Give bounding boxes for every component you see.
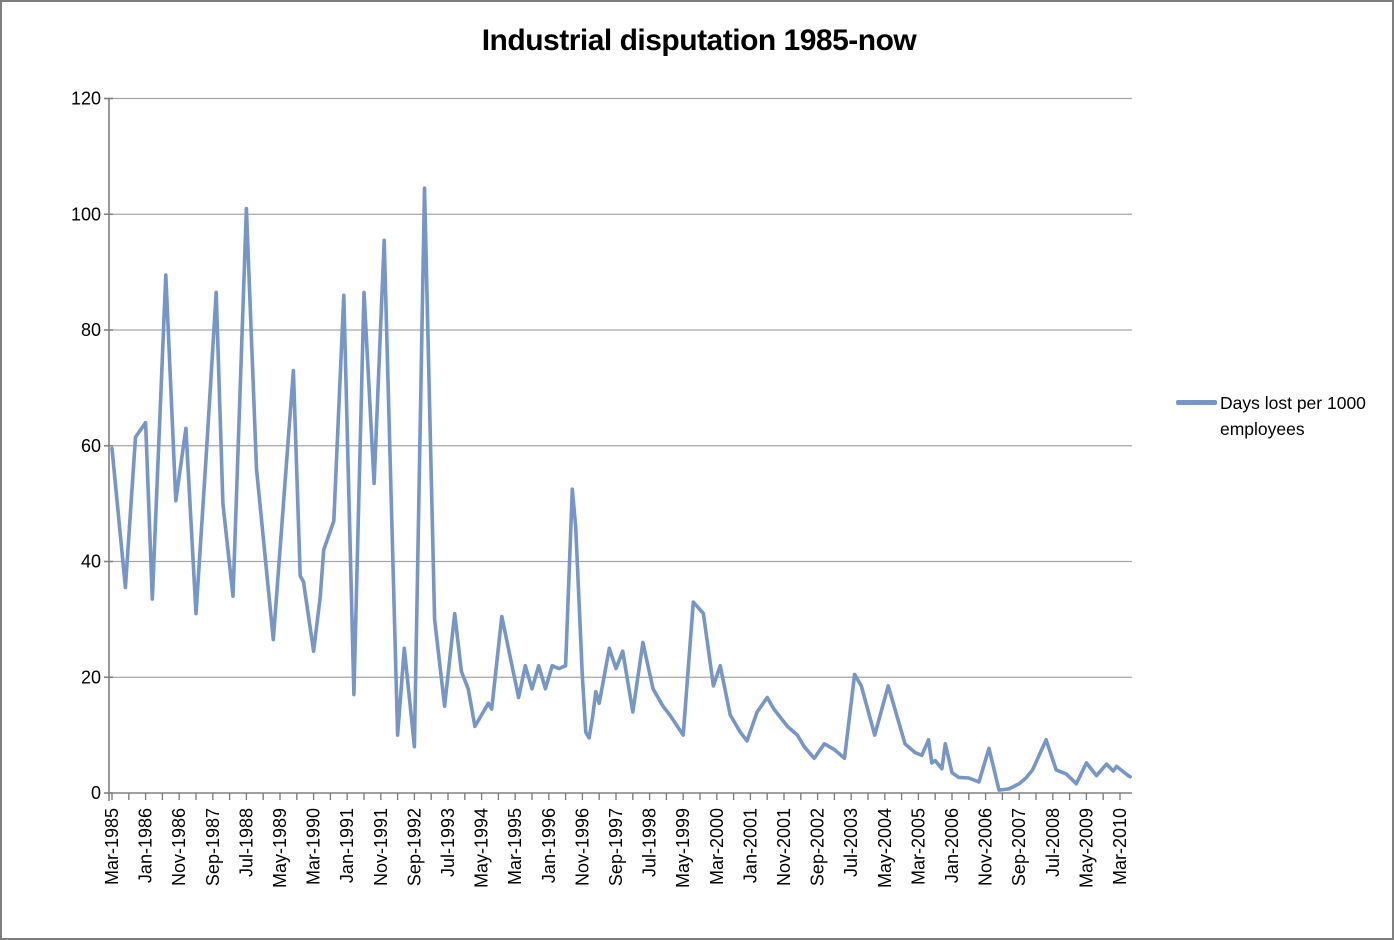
y-tick-label-0: 0 [91,783,101,803]
x-tick-label-Jan-2001: Jan-2001 [740,808,760,883]
x-tick-label-May-1994: May-1994 [472,808,492,888]
x-tick-label-Jul-2003: Jul-2003 [841,808,861,877]
x-tick-label-Sep-2007: Sep-2007 [1009,808,1029,886]
x-tick-label-May-2009: May-2009 [1076,808,1096,888]
legend-label-line1: Days lost per 1000 [1220,393,1366,413]
x-tick-label-Mar-1990: Mar-1990 [304,808,324,885]
x-tick-label-Mar-1995: Mar-1995 [505,808,525,885]
x-tick-label-Jul-1988: Jul-1988 [236,808,256,877]
chart-title: Industrial disputation 1985-now [481,24,917,57]
y-tick-label-20: 20 [81,667,101,687]
x-tick-label-Jan-2006: Jan-2006 [942,808,962,883]
y-tick-label-40: 40 [81,552,101,572]
y-tick-label-80: 80 [81,320,101,340]
x-tick-label-Nov-1996: Nov-1996 [572,808,592,886]
x-tick-label-Jan-1996: Jan-1996 [539,808,559,883]
x-tick-label-Jul-1998: Jul-1998 [640,808,660,877]
y-tick-label-100: 100 [71,204,101,224]
legend-label-line2: employees [1220,419,1305,439]
x-tick-label-Jul-1993: Jul-1993 [438,808,458,877]
x-tick-label-Mar-1985: Mar-1985 [102,808,122,885]
x-tick-label-Mar-2010: Mar-2010 [1110,808,1130,885]
y-tick-label-60: 60 [81,436,101,456]
x-tick-label-Sep-1997: Sep-1997 [606,808,626,886]
x-tick-label-Mar-2005: Mar-2005 [908,808,928,885]
x-tick-label-Nov-1986: Nov-1986 [169,808,189,886]
x-tick-label-Sep-1992: Sep-1992 [404,808,424,886]
x-tick-label-Nov-2006: Nov-2006 [976,808,996,886]
x-tick-label-Sep-1987: Sep-1987 [203,808,223,886]
x-tick-label-Jul-2008: Jul-2008 [1043,808,1063,877]
x-tick-label-Jan-1991: Jan-1991 [337,808,357,883]
legend-line-swatch [1176,400,1217,405]
x-tick-label-Mar-2000: Mar-2000 [707,808,727,885]
x-tick-label-Jan-1986: Jan-1986 [136,808,156,883]
x-tick-label-Nov-1991: Nov-1991 [371,808,391,886]
x-tick-label-May-2004: May-2004 [875,808,895,888]
x-tick-label-Nov-2001: Nov-2001 [774,808,794,886]
legend-label: Days lost per 1000 employees [1220,390,1366,442]
data-line-days-lost [110,186,1132,792]
y-tick-label-120: 120 [71,89,101,109]
x-tick-label-May-1999: May-1999 [673,808,693,888]
legend: Days lost per 1000 employees [1176,390,1366,442]
x-tick-label-May-1989: May-1989 [270,808,290,888]
x-tick-label-Sep-2002: Sep-2002 [808,808,828,886]
